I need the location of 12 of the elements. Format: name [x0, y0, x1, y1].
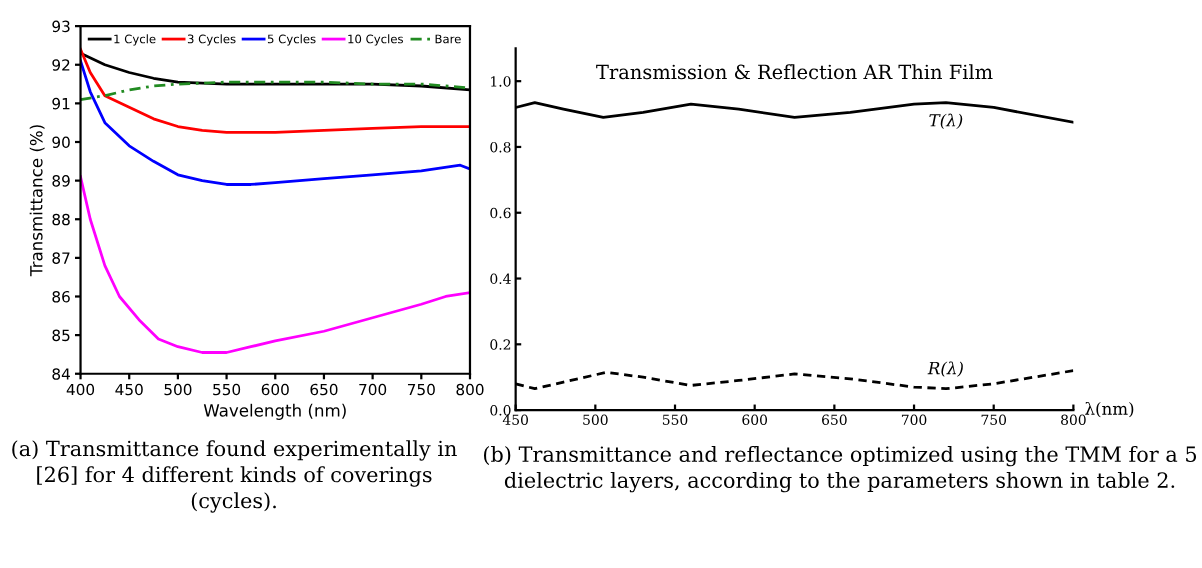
x-axis-title: Wavelength (nm) [203, 403, 346, 420]
text: (b) Transmittance and reflectance optimized using the TMM for a 5 dielectric layers, according to the parameters shown in table 2. [483, 445, 1197, 493]
series-label: R(λ) [927, 361, 963, 377]
y-axis-title: Transmittance (%) [29, 125, 45, 277]
line-series [80, 175, 470, 354]
series-label: T(λ) [929, 113, 963, 129]
line-series [80, 59, 470, 186]
x-axis-title: λ(nm) [1085, 401, 1134, 418]
line-series [80, 47, 470, 134]
text: (a) Transmittance found experimentally in [26] for 4 different kinds of coverings (cycles). [12, 440, 457, 513]
line-series [80, 80, 470, 101]
text: Transmission & Reflection AR Thin Film [596, 64, 993, 80]
